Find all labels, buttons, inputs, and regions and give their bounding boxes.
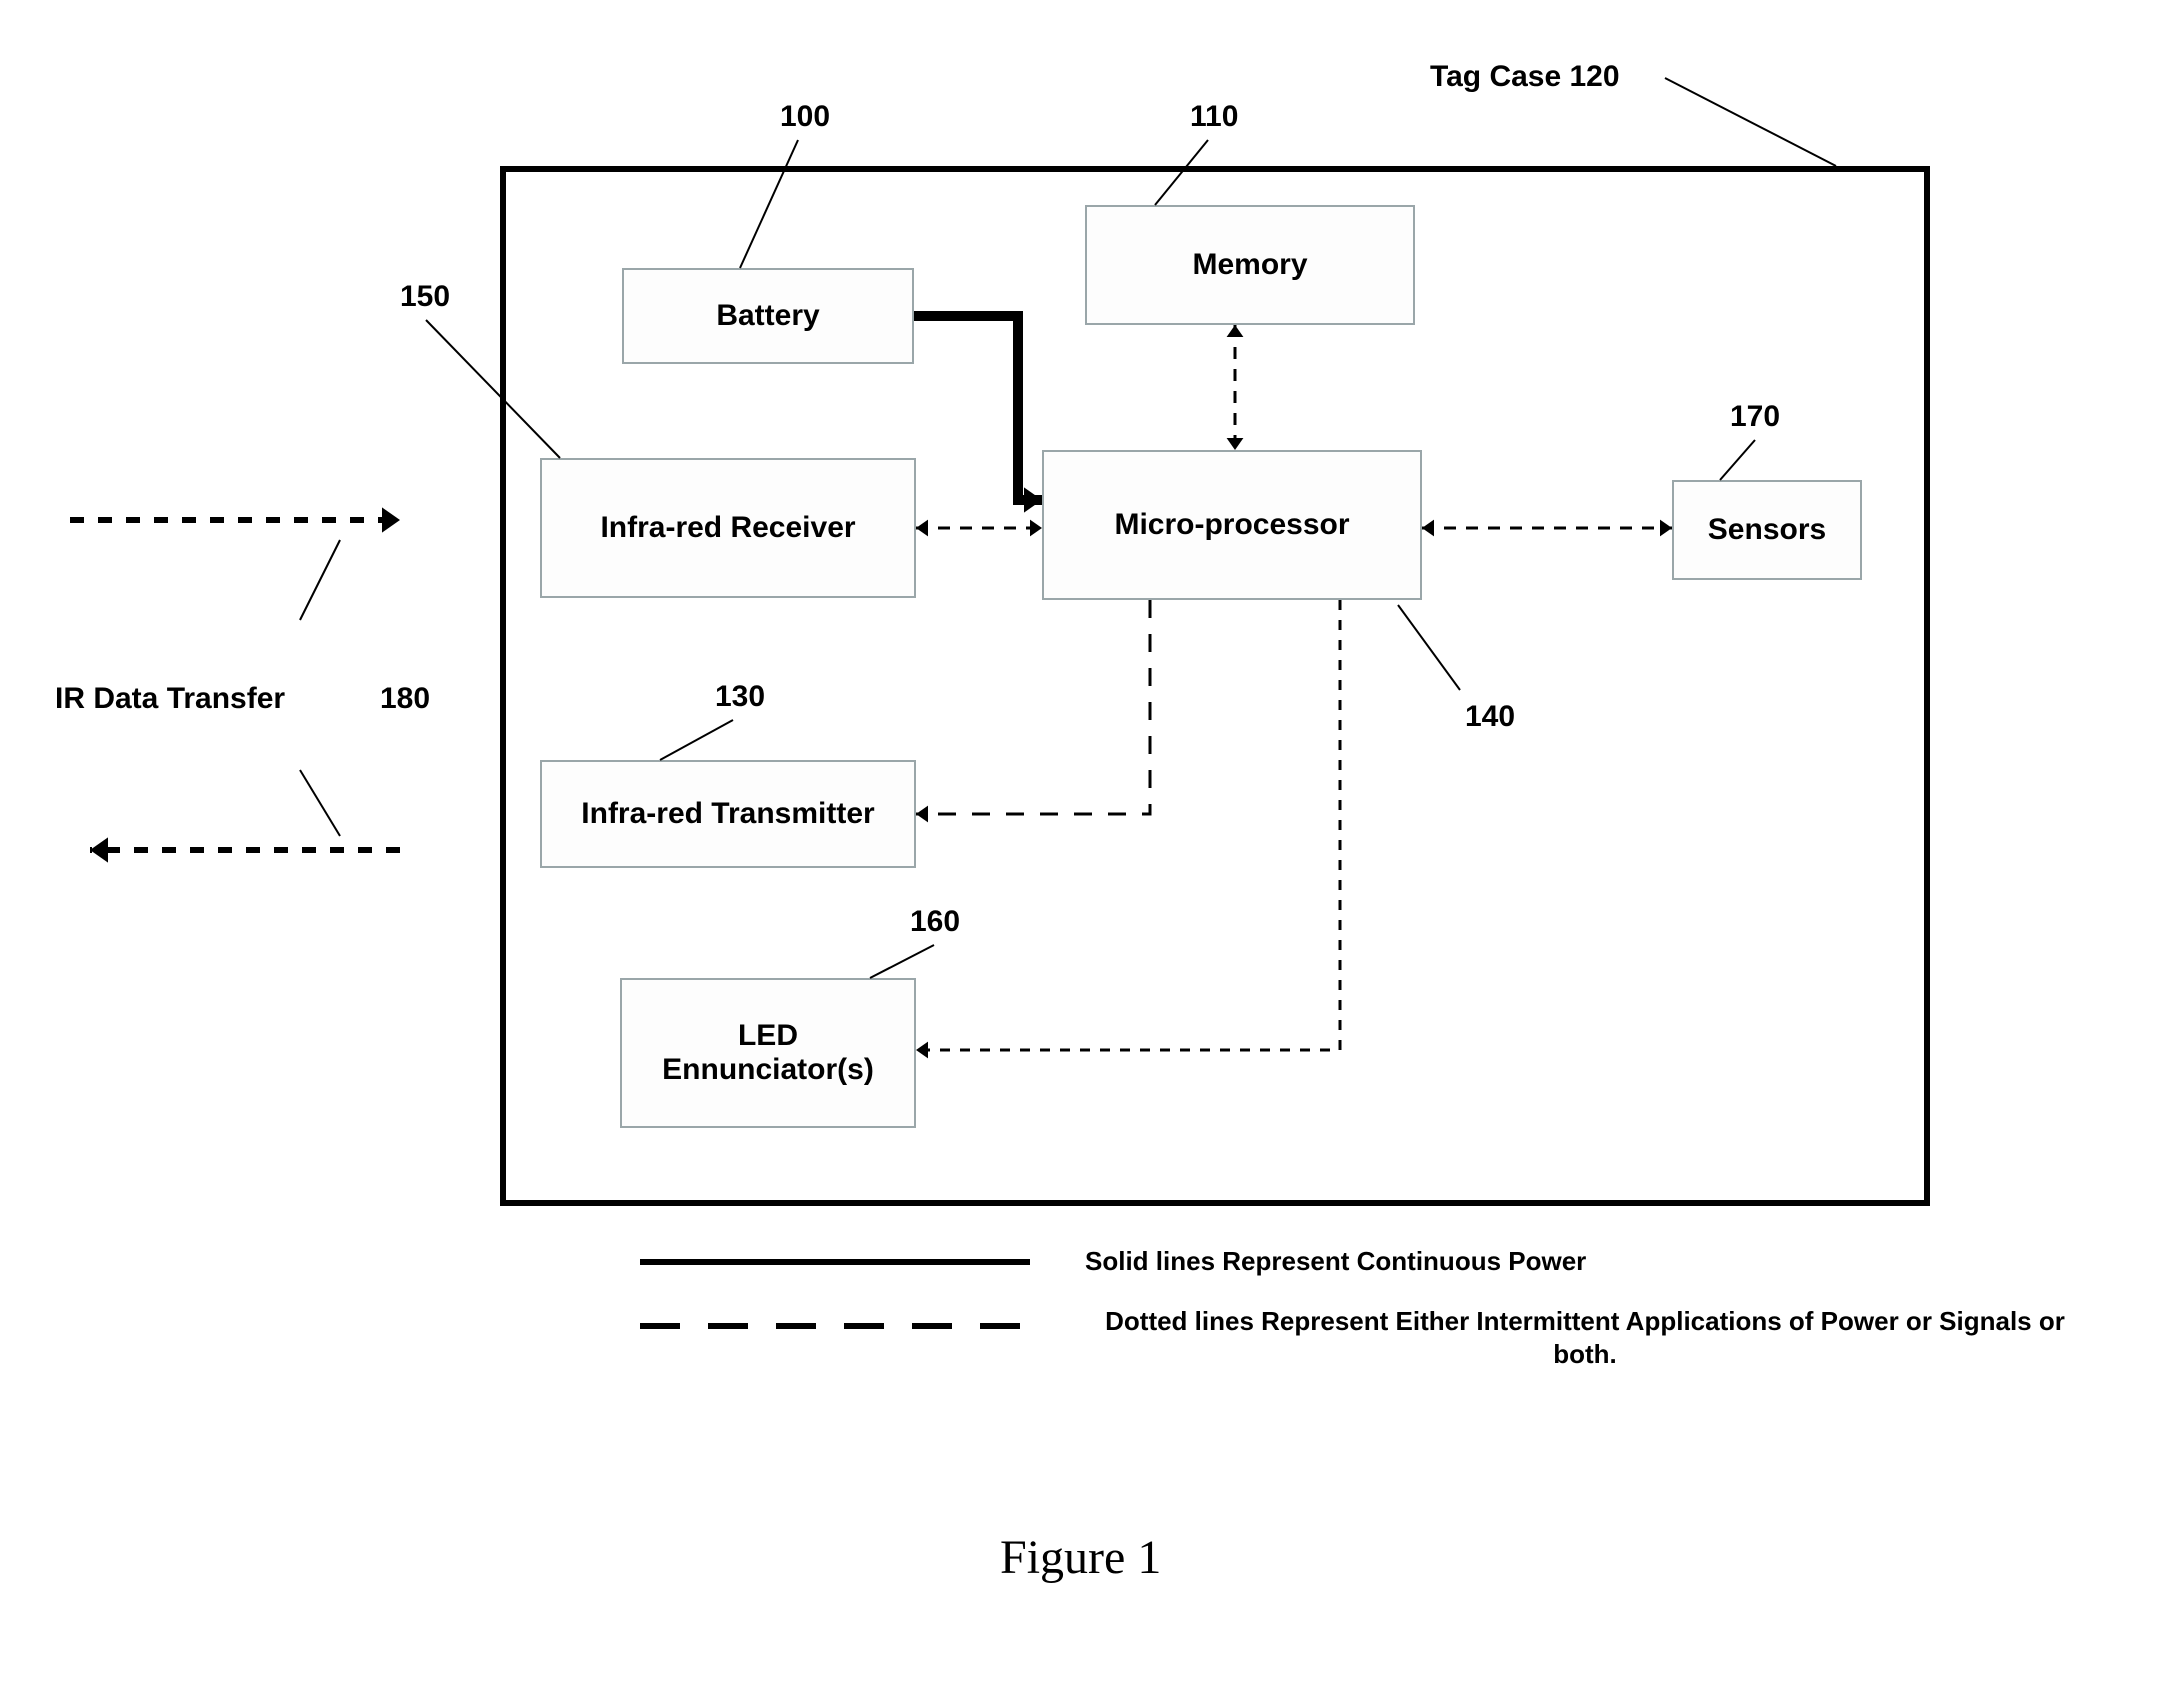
led-label: LEDEnnunciator(s): [662, 1019, 874, 1088]
ref-100: 100: [780, 100, 830, 134]
sensors-block: Sensors: [1672, 480, 1862, 580]
ref-140: 140: [1465, 700, 1515, 734]
ref-160: 160: [910, 905, 960, 939]
legend-dotted-text: Dotted lines Represent Either Intermitte…: [1085, 1305, 2085, 1370]
battery-block: Battery: [622, 268, 914, 364]
microprocessor-block: Micro-processor: [1042, 450, 1422, 600]
figure-label: Figure 1: [1000, 1530, 1161, 1585]
sensors-label: Sensors: [1708, 513, 1826, 548]
memory-label: Memory: [1192, 248, 1307, 283]
legend-solid-text: Solid lines Represent Continuous Power: [1085, 1245, 1586, 1278]
battery-label: Battery: [716, 299, 819, 334]
microprocessor-label: Micro-processor: [1114, 508, 1349, 543]
ir-receiver-label: Infra-red Receiver: [600, 511, 855, 546]
ir-transmitter-label: Infra-red Transmitter: [581, 797, 874, 832]
led-block: LEDEnnunciator(s): [620, 978, 916, 1128]
ref-150: 150: [400, 280, 450, 314]
ref-130: 130: [715, 680, 765, 714]
ref-170: 170: [1730, 400, 1780, 434]
memory-block: Memory: [1085, 205, 1415, 325]
ref-110: 110: [1190, 100, 1238, 134]
ir-data-transfer-label: IR Data Transfer: [55, 682, 285, 716]
ir-receiver-block: Infra-red Receiver: [540, 458, 916, 598]
ref-120: Tag Case 120: [1430, 60, 1620, 94]
ir-transmitter-block: Infra-red Transmitter: [540, 760, 916, 868]
ref-180: 180: [380, 682, 430, 716]
diagram-canvas: Battery Memory Infra-red Receiver Micro-…: [0, 0, 2180, 1701]
